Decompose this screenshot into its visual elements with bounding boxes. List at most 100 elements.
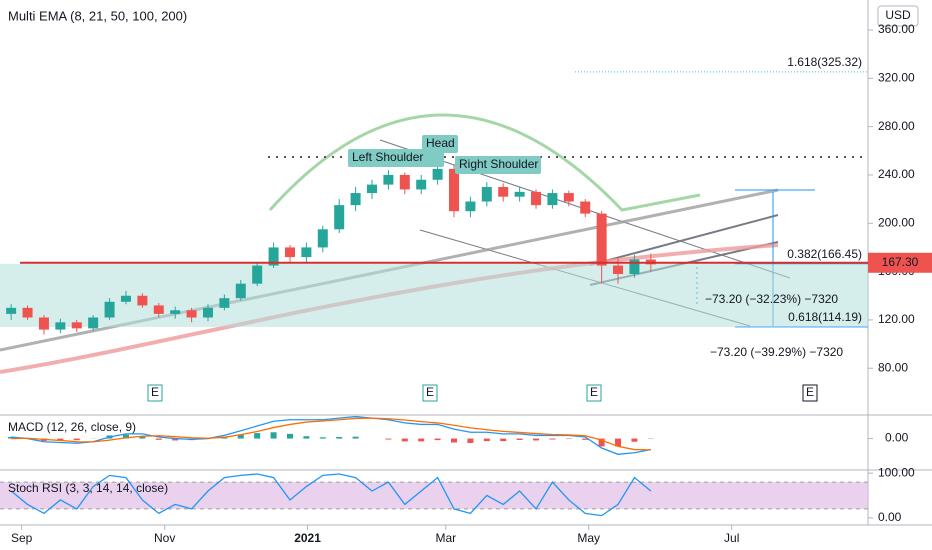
- earnings-label: E: [426, 385, 434, 399]
- pattern-label: Head: [426, 136, 455, 150]
- y-tick-label: 80.00: [878, 360, 908, 374]
- candle-body: [22, 307, 33, 318]
- earnings-marker: [422, 384, 438, 402]
- macd-histogram: [451, 438, 458, 443]
- last-price-label: 167.30: [882, 255, 919, 269]
- macd-histogram: [483, 438, 490, 442]
- y-tick-label: 200.00: [878, 215, 915, 229]
- x-tick-label: Sep: [11, 531, 33, 545]
- candle-body: [498, 187, 509, 197]
- indicator-title: Multi EMA (8, 21, 50, 100, 200): [8, 8, 187, 23]
- y-tick-label: 240.00: [878, 167, 915, 181]
- macd-histogram: [385, 438, 392, 440]
- candle-body: [547, 193, 558, 206]
- candle-body: [334, 205, 345, 230]
- macd-histogram: [516, 438, 523, 440]
- macd-histogram: [631, 438, 638, 442]
- fib-label: 0.618(114.19): [788, 310, 862, 324]
- x-tick-label: Mar: [435, 531, 456, 545]
- macd-histogram: [139, 436, 146, 439]
- pattern-label: Right Shoulder: [459, 157, 538, 171]
- candle-body: [596, 213, 607, 266]
- candle-body: [268, 247, 279, 266]
- candle-body: [449, 168, 460, 212]
- measurement-label: −73.20 (−32.23%) −7320: [705, 292, 838, 306]
- macd-histogram: [467, 438, 474, 443]
- candle-body: [432, 168, 443, 180]
- candle-body: [104, 301, 115, 318]
- macd-histogram: [533, 438, 540, 441]
- macd-histogram: [155, 438, 162, 440]
- x-tick-label: Nov: [154, 531, 175, 545]
- fib-zone: [0, 263, 868, 327]
- signal-line: [11, 417, 651, 451]
- candle-body: [465, 201, 476, 212]
- x-tick-label: Jul: [724, 531, 739, 545]
- y-tick-label: 120.00: [878, 312, 915, 326]
- pattern-label-box: [422, 135, 458, 153]
- candle-body: [120, 295, 131, 302]
- macd-histogram: [57, 438, 64, 441]
- pattern-label-box: [455, 156, 541, 174]
- fib-label: 0.382(166.45): [787, 247, 862, 261]
- candle-body: [284, 247, 295, 258]
- candle-body: [629, 259, 640, 275]
- pattern-label-box: [348, 149, 444, 167]
- y-tick-label: 0.00: [885, 431, 909, 445]
- candle-body: [153, 305, 164, 314]
- macd-histogram: [8, 437, 15, 439]
- candle-body: [317, 229, 328, 248]
- trendline: [589, 214, 779, 266]
- y-tick-label: 320.00: [878, 70, 915, 84]
- candle-body: [301, 247, 312, 258]
- earnings-marker: [802, 384, 818, 402]
- pattern-label: Left Shoulder: [352, 150, 423, 164]
- currency[interactable]: USD: [885, 8, 911, 22]
- candle-body: [71, 322, 82, 329]
- macd-histogram: [237, 434, 244, 439]
- earnings-marker: [147, 384, 163, 402]
- macd-histogram: [122, 434, 129, 439]
- macd-histogram: [598, 438, 605, 447]
- candle-body: [481, 187, 492, 202]
- macd-histogram: [254, 433, 261, 439]
- x-tick-label: May: [577, 531, 600, 545]
- macd-histogram: [582, 438, 589, 440]
- earnings-marker: [586, 384, 602, 402]
- macd-title: MACD (12, 26, close, 9): [8, 420, 136, 434]
- candle-body: [202, 307, 213, 318]
- macd-histogram: [319, 437, 326, 439]
- stoch-title: Stoch RSI (3, 3, 14, 14, close): [8, 481, 168, 495]
- macd-histogram: [418, 438, 425, 442]
- macd-histogram: [352, 436, 359, 439]
- candle-body: [186, 310, 197, 318]
- candle-body: [563, 193, 574, 202]
- candle-body: [514, 191, 525, 197]
- candle-body: [613, 265, 624, 275]
- candle-body: [6, 307, 17, 314]
- last-price-tag: [868, 252, 932, 273]
- candle-body: [580, 201, 591, 214]
- candle-body: [531, 191, 542, 206]
- candle-body: [219, 298, 230, 308]
- macd-histogram: [549, 438, 556, 440]
- candle-body: [88, 317, 99, 329]
- stoch-band: [0, 482, 868, 509]
- earnings-label: E: [151, 385, 159, 399]
- macd-histogram: [500, 438, 507, 442]
- candle-body: [137, 295, 148, 306]
- macd-histogram: [270, 432, 277, 439]
- currency-box[interactable]: [877, 5, 919, 27]
- macd-histogram: [73, 438, 80, 441]
- candle-body: [416, 179, 427, 190]
- macd-histogram: [172, 438, 179, 441]
- candle-body: [252, 265, 263, 284]
- earnings-label: E: [590, 385, 598, 399]
- macd-histogram: [401, 438, 408, 442]
- candle-body: [38, 317, 49, 330]
- macd-histogram: [303, 436, 310, 439]
- macd-histogram: [434, 438, 441, 441]
- candle-body: [235, 283, 246, 299]
- x-tick-label: 2021: [294, 531, 321, 545]
